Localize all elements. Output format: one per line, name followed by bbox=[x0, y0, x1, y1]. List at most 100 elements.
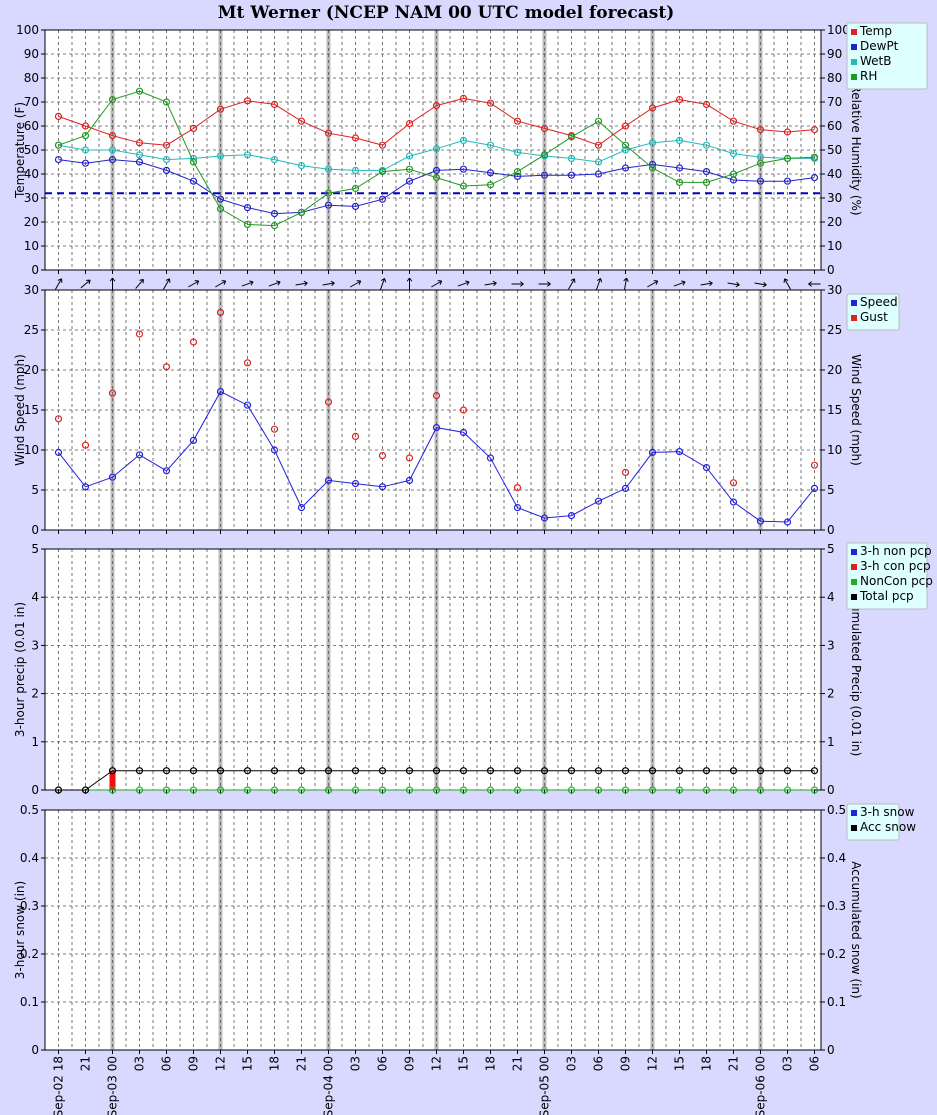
x-tick-label: 12 bbox=[430, 1056, 444, 1071]
wind-arrow-head bbox=[808, 281, 813, 285]
wind-arrow bbox=[406, 277, 413, 290]
data-point bbox=[243, 97, 252, 105]
data-point bbox=[297, 162, 306, 170]
data-point bbox=[594, 117, 603, 125]
data-point bbox=[459, 428, 468, 436]
data-point bbox=[621, 141, 630, 149]
wind-arrow-shaft bbox=[754, 282, 767, 286]
data-point bbox=[459, 94, 468, 103]
y-tick-label: 60 bbox=[24, 119, 39, 133]
y-tick-label-right: 3 bbox=[827, 638, 835, 652]
x-tick-label: Sep-02 18 bbox=[52, 1056, 66, 1115]
y-tick-label-right: 0.4 bbox=[827, 851, 846, 865]
wind-arrow-shaft bbox=[55, 278, 62, 290]
data-point bbox=[648, 164, 657, 172]
y-axis-label-left: 3-hour snow (in) bbox=[13, 881, 27, 979]
wind-arrow bbox=[754, 281, 767, 288]
wind-arrow bbox=[350, 280, 362, 288]
precip-bar bbox=[109, 770, 116, 790]
y-axis-label-left: Temperature (F) bbox=[13, 102, 27, 199]
legend-swatch bbox=[851, 300, 857, 306]
data-point bbox=[729, 498, 738, 506]
data-point bbox=[243, 151, 252, 159]
wind-arrow bbox=[783, 278, 791, 290]
data-point bbox=[675, 164, 684, 172]
y-tick-label: 0.3 bbox=[20, 899, 39, 913]
wind-arrow-head bbox=[277, 281, 281, 286]
data-point bbox=[513, 484, 522, 492]
data-point bbox=[108, 132, 117, 140]
x-tick-label: 21 bbox=[79, 1056, 93, 1071]
legend-box bbox=[846, 803, 900, 841]
y-tick-label-right: 0 bbox=[827, 1043, 835, 1057]
wind-arrow-head bbox=[196, 280, 200, 285]
y-tick-label-right: 30 bbox=[827, 191, 842, 205]
legend-entry: RH bbox=[860, 69, 877, 83]
data-point bbox=[567, 511, 576, 520]
data-point bbox=[297, 767, 306, 775]
data-point bbox=[351, 184, 360, 192]
data-point bbox=[108, 389, 117, 397]
data-point bbox=[351, 134, 360, 142]
data-point bbox=[405, 454, 414, 462]
wind-arrow-head bbox=[655, 280, 659, 285]
legend-swatch bbox=[851, 29, 857, 35]
wind-arrow-shaft bbox=[568, 278, 575, 290]
data-point bbox=[729, 150, 738, 158]
x-tick-label: 21 bbox=[295, 1056, 309, 1071]
y-tick-label-right: 0.3 bbox=[827, 899, 846, 913]
wind-arrow-head bbox=[330, 280, 335, 284]
data-point bbox=[783, 518, 792, 526]
wind-arrow bbox=[568, 278, 576, 290]
wind-arrow bbox=[379, 277, 387, 290]
x-tick-label: 06 bbox=[808, 1056, 822, 1071]
data-point bbox=[486, 454, 495, 462]
data-point bbox=[324, 201, 333, 209]
wind-arrow-head bbox=[250, 281, 254, 286]
data-point bbox=[540, 514, 549, 522]
data-point bbox=[108, 146, 117, 154]
wind-arrow-head bbox=[546, 281, 551, 285]
data-point bbox=[243, 204, 252, 212]
wind-arrow-head bbox=[709, 282, 713, 287]
data-point bbox=[621, 767, 630, 775]
y-tick-label: 0.4 bbox=[20, 851, 39, 865]
data-point bbox=[54, 448, 63, 456]
data-point bbox=[351, 166, 360, 174]
data-point bbox=[459, 406, 468, 414]
legend-swatch bbox=[851, 825, 857, 831]
y-tick-label-right: 50 bbox=[827, 143, 842, 157]
data-point bbox=[513, 168, 522, 176]
data-point bbox=[324, 189, 333, 197]
wind-arrow-shaft bbox=[431, 280, 442, 288]
series-line-temp bbox=[58, 97, 815, 146]
y-axis-label-left: Wind Speed (mph) bbox=[13, 354, 27, 466]
legend-swatch bbox=[851, 315, 857, 321]
data-point bbox=[756, 786, 765, 794]
data-point bbox=[405, 177, 414, 185]
wind-arrow bbox=[511, 281, 524, 287]
x-tick-label: 06 bbox=[376, 1056, 390, 1071]
data-point bbox=[216, 767, 225, 775]
series-line-speed bbox=[58, 390, 815, 523]
y-tick-label: 40 bbox=[24, 167, 39, 181]
legend-swatch bbox=[851, 549, 857, 555]
wind-arrow-head bbox=[623, 277, 627, 282]
legend-box bbox=[846, 293, 900, 331]
wind-arrow-head bbox=[626, 277, 629, 282]
y-tick-label: 4 bbox=[31, 590, 39, 604]
data-point bbox=[810, 461, 819, 469]
data-point bbox=[189, 338, 198, 346]
wind-arrow-shaft bbox=[241, 281, 254, 287]
wind-arrow-head bbox=[519, 283, 524, 287]
data-point bbox=[216, 308, 225, 316]
y-tick-label-right: 0.2 bbox=[827, 947, 846, 961]
chart-title: Mt Werner (NCEP NAM 00 UTC model forecas… bbox=[218, 3, 675, 23]
panel-wind: 0 0 5 5 10 10 15 15 20 20 25 25 30 30 Wind Speed (mph)… bbox=[13, 277, 900, 537]
wind-arrow-head bbox=[406, 277, 410, 282]
y-tick-label-right: 10 bbox=[827, 239, 842, 253]
data-point bbox=[324, 767, 333, 775]
